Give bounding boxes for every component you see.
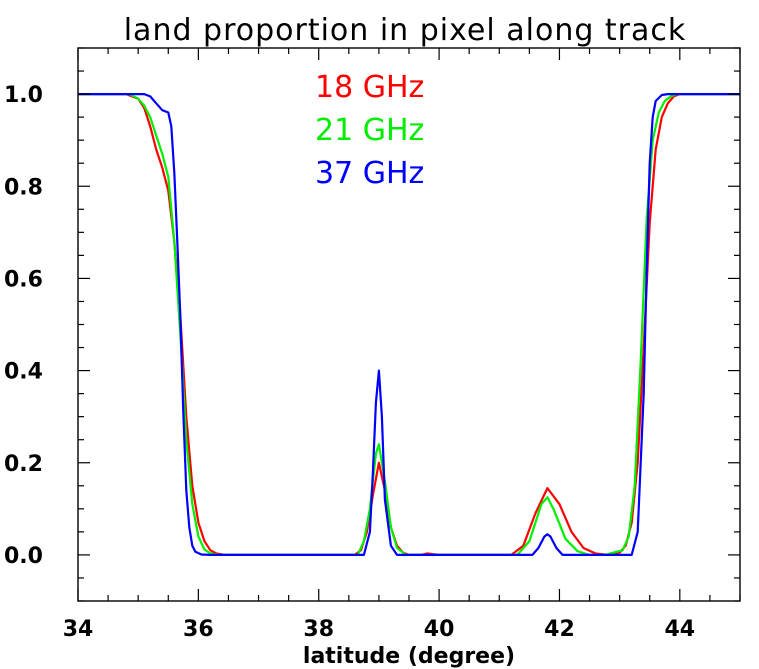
y-tick-label: 0.4 <box>4 360 43 385</box>
y-tick-label: 1.0 <box>4 83 43 108</box>
legend-entry-37-ghz: 37 GHz <box>315 156 424 191</box>
chart-title: land proportion in pixel along track <box>124 13 687 48</box>
x-tick-label: 42 <box>544 617 575 642</box>
x-tick-label: 40 <box>424 617 455 642</box>
x-tick-label: 34 <box>63 617 94 642</box>
x-tick-label: 44 <box>665 617 696 642</box>
x-tick-label: 36 <box>183 617 214 642</box>
x-tick-label: 38 <box>303 617 334 642</box>
y-tick-label: 0.8 <box>4 175 43 200</box>
x-axis-label: latitude (degree) <box>303 644 515 669</box>
legend-entry-21-ghz: 21 GHz <box>315 113 424 148</box>
series-line-21-ghz <box>78 92 740 557</box>
y-tick-label: 0.6 <box>4 267 43 292</box>
plot-area <box>78 92 740 557</box>
legend-entry-18-ghz: 18 GHz <box>315 70 424 105</box>
y-tick-label: 0.2 <box>4 452 43 477</box>
series-line-37-ghz <box>78 92 740 557</box>
y-tick-label: 0.0 <box>4 544 43 569</box>
legend: 18 GHz 21 GHz 37 GHz <box>315 70 424 191</box>
axes: 34 36 38 40 42 44 0.0 0.2 0.4 0.6 0.8 1.0 <box>4 47 741 642</box>
